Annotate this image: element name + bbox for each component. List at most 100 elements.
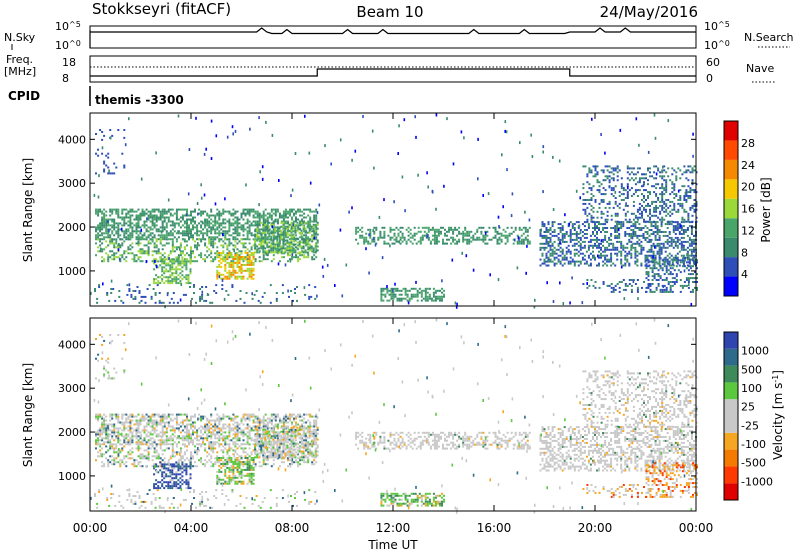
power-cell [232,208,235,211]
power-cell [636,250,639,253]
power-cell [99,224,102,227]
power-cell [650,233,653,235]
power-cell [282,233,285,236]
power-cell [117,228,120,231]
power-cell [161,220,164,223]
power-cell [282,251,285,254]
power-cell [451,258,454,262]
power-cell [238,226,241,229]
power-cell [158,301,161,304]
power-cell [686,229,689,231]
power-cell [466,232,469,235]
power-cell [224,236,227,239]
power-cell [653,275,656,278]
power-cell [135,210,138,213]
velocity-cell [169,435,172,438]
power-cell [171,250,174,253]
power-cell [645,273,648,276]
power-cell [642,246,645,249]
power-cell [113,162,116,165]
power-cell [675,193,678,196]
velocity-cell [143,431,146,434]
power-cell [581,240,584,243]
velocity-cell [135,435,138,438]
power-cell [624,283,627,285]
power-cell [624,197,627,199]
power-cell [407,301,410,305]
power-cell [687,273,690,276]
power-cell [314,286,317,288]
power-cell [146,217,148,221]
power-cell [157,210,160,213]
power-cell [573,262,576,265]
power-cell [417,226,420,229]
power-cell [665,204,668,207]
power-cell [282,245,285,248]
power-cell [256,249,259,252]
power-cell [661,269,664,272]
power-cell [270,218,273,221]
power-cell [585,260,588,263]
power-cell [134,297,137,300]
power-cell [643,177,645,180]
velocity-cell [163,439,166,442]
velocity-cell [165,427,168,430]
power-cell [369,234,372,237]
power-cell [216,252,219,254]
power-cell [125,236,128,239]
power-cell [222,252,225,254]
power-cell [667,175,670,178]
power-cell [169,258,172,261]
power-cell [590,169,593,172]
power-cell [109,238,112,241]
power-cell [288,225,291,228]
power-cell [137,218,140,221]
power-cell [201,297,204,300]
power-cell [452,236,455,239]
power-cell [280,220,283,223]
velocity-cell [107,423,110,426]
power-cell [312,227,315,230]
power-cell [675,171,678,174]
power-cell [620,185,623,188]
power-cell [421,234,424,237]
power-cell [256,210,259,213]
power-cell [650,225,653,228]
power-cell [222,240,225,243]
power-cell [196,234,199,237]
power-cell [175,212,178,215]
power-cell [190,236,192,239]
power-cell [260,237,263,240]
power-cell [272,236,275,239]
power-cell [654,236,657,239]
power-cell [97,195,100,199]
power-cell [307,222,310,225]
power-cell [618,206,621,209]
velocity-cell [139,421,142,424]
power-cell [145,228,148,231]
power-cell [155,228,158,231]
power-cell [252,258,255,260]
power-cell [289,214,291,217]
power-cell [308,221,311,224]
power-cell [687,212,690,215]
velocity-cell [163,425,166,428]
power-cell [674,236,677,239]
power-cell [167,282,170,285]
power-cell [688,244,691,247]
power-cell [419,240,422,243]
velocity-cell [149,425,152,428]
power-cell [553,231,556,233]
power-cell [240,238,243,241]
power-cell [506,168,508,172]
power-cell [583,229,586,231]
velocity-cell [151,441,154,444]
power-cell [256,233,259,236]
power-cell [690,302,693,306]
power-cell [190,214,192,217]
velocity-cell [177,427,180,430]
power-cell [647,179,649,182]
power-cell [110,288,113,290]
power-cell [669,179,672,182]
power-cell [643,189,645,192]
